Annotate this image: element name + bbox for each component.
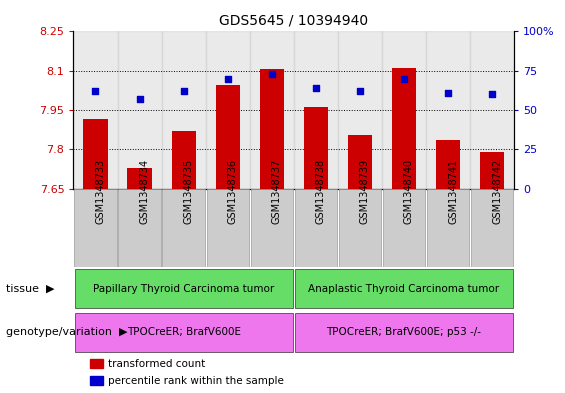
Bar (436, 140, 460, 189)
Text: GSM1348738: GSM1348738 (316, 158, 326, 224)
Bar (119, 189, 160, 267)
Bar (162, 31, 206, 189)
Bar (84, 119, 107, 189)
Bar (480, 152, 504, 189)
Text: GSM1348734: GSM1348734 (140, 158, 150, 224)
Point (311, 85, 320, 91)
Text: GSM1348740: GSM1348740 (404, 158, 414, 224)
Bar (75, 313, 293, 351)
Point (91, 88, 100, 94)
Bar (73, 31, 118, 189)
Bar (90, 376, 103, 385)
Bar (295, 270, 513, 308)
Bar (304, 107, 328, 189)
Bar (295, 189, 337, 267)
Text: TPOCreER; BrafV600E: TPOCreER; BrafV600E (127, 327, 241, 337)
Bar (260, 70, 284, 189)
Bar (338, 31, 382, 189)
Point (355, 88, 364, 94)
Bar (295, 313, 513, 351)
Text: GSM1348741: GSM1348741 (448, 158, 458, 224)
Text: GSM1348742: GSM1348742 (492, 158, 502, 224)
Point (179, 88, 188, 94)
Bar (206, 31, 250, 189)
Bar (339, 189, 381, 267)
Text: GSM1348735: GSM1348735 (184, 158, 194, 224)
Bar (348, 135, 372, 189)
Text: GSM1348737: GSM1348737 (272, 158, 282, 224)
Bar (294, 31, 338, 189)
Point (444, 90, 453, 96)
Bar (471, 189, 513, 267)
Text: Anaplastic Thyroid Carcinoma tumor: Anaplastic Thyroid Carcinoma tumor (308, 284, 499, 294)
Text: genotype/variation  ▶: genotype/variation ▶ (6, 327, 127, 337)
Text: Papillary Thyroid Carcinoma tumor: Papillary Thyroid Carcinoma tumor (93, 284, 274, 294)
Bar (383, 189, 425, 267)
Bar (90, 359, 103, 368)
Point (399, 75, 408, 82)
Text: GSM1348736: GSM1348736 (228, 158, 238, 224)
Bar (251, 189, 293, 267)
Bar (75, 270, 293, 308)
Bar (392, 68, 416, 189)
Bar (382, 31, 426, 189)
Title: GDS5645 / 10394940: GDS5645 / 10394940 (219, 13, 368, 28)
Point (223, 75, 232, 82)
Text: percentile rank within the sample: percentile rank within the sample (108, 376, 284, 386)
Bar (427, 189, 469, 267)
Text: GSM1348733: GSM1348733 (95, 158, 106, 224)
Text: tissue  ▶: tissue ▶ (6, 284, 54, 294)
Bar (426, 31, 470, 189)
Bar (207, 189, 249, 267)
Bar (250, 31, 294, 189)
Text: TPOCreER; BrafV600E; p53 -/-: TPOCreER; BrafV600E; p53 -/- (327, 327, 481, 337)
Text: GSM1348739: GSM1348739 (360, 158, 370, 224)
Bar (118, 31, 162, 189)
Bar (470, 31, 514, 189)
Bar (216, 85, 240, 189)
Bar (172, 131, 195, 189)
Point (488, 91, 497, 97)
Bar (75, 189, 116, 267)
Bar (163, 189, 205, 267)
Point (135, 96, 144, 102)
Text: transformed count: transformed count (108, 358, 206, 369)
Point (267, 71, 276, 77)
Bar (128, 168, 151, 189)
